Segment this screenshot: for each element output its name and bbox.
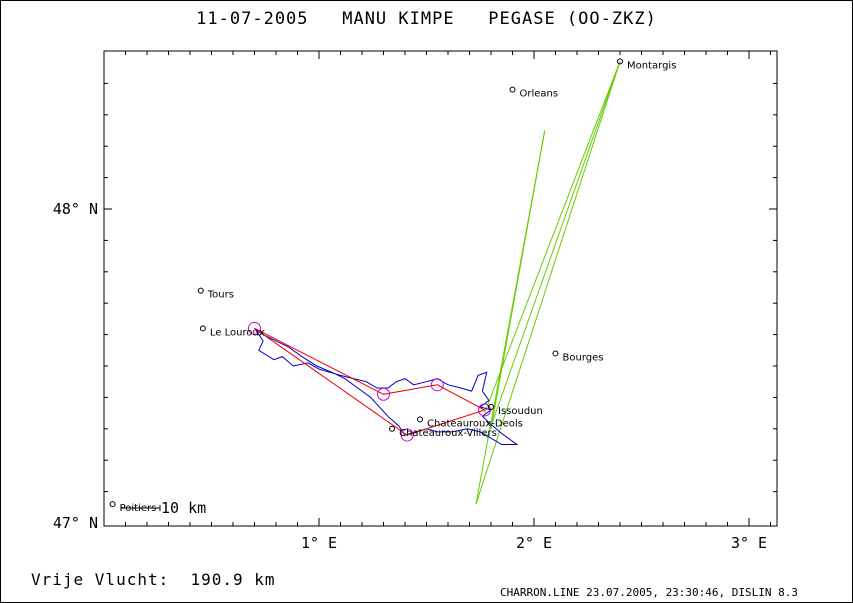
source-info: CHARRON.LINE 23.07.2005, 23:30:46, DISLI… xyxy=(500,586,799,599)
turnpoint-marker xyxy=(400,428,414,442)
city-marker xyxy=(109,501,116,508)
glide-line xyxy=(484,61,621,414)
plot-frame xyxy=(103,50,778,527)
city-marker xyxy=(199,325,206,332)
turnpoint-marker xyxy=(248,321,261,335)
y-tick-label: 48° N xyxy=(53,200,98,218)
distance-value: 190.9 km xyxy=(190,570,276,589)
glide-lines xyxy=(475,61,621,505)
task-route xyxy=(254,327,486,436)
turnpoint-marker xyxy=(478,403,492,417)
glide-line xyxy=(490,130,546,429)
city-label: Bourges xyxy=(563,352,604,363)
turnpoints xyxy=(248,321,492,442)
city-label: Montargis xyxy=(627,60,676,71)
city-marker xyxy=(509,86,516,93)
glide-line xyxy=(475,61,621,505)
city-label: Issoudun xyxy=(498,406,543,417)
y-tick-label: 47° N xyxy=(53,514,98,532)
scale-bar-label: 10 km xyxy=(161,499,206,517)
city-marker xyxy=(617,58,623,65)
map-title: 11-07-2005 MANU KIMPE PEGASE (OO-ZKZ) xyxy=(196,9,657,29)
city-marker xyxy=(488,403,494,410)
city-label: Le Louroux xyxy=(210,327,265,338)
turnpoint-marker xyxy=(377,387,390,401)
y-axis-labels: 47° N 48° N xyxy=(53,200,98,532)
distance-label: Vrije Vlucht: xyxy=(31,570,170,589)
x-tick-label: 3° E xyxy=(731,534,767,552)
cities: Montargis Orleans Tours Le Louroux Bourges Is… xyxy=(109,58,676,514)
glide-line xyxy=(486,61,621,439)
city-label: Tours xyxy=(207,290,234,301)
route-line xyxy=(254,327,486,436)
city-marker xyxy=(417,416,424,423)
city-marker xyxy=(552,350,559,357)
turnpoint-marker xyxy=(430,378,444,392)
scale-bar: 10 km xyxy=(120,499,206,517)
city-marker xyxy=(389,425,396,432)
city-label: Poitiers xyxy=(120,503,157,514)
free-flight-distance: Vrije Vlucht: 190.9 km xyxy=(31,572,276,588)
x-axis-labels: 1° E 2° E 3° E xyxy=(301,534,767,552)
city-marker xyxy=(197,287,204,294)
x-tick-label: 1° E xyxy=(301,534,337,552)
city-label: Chateauroux-Deols xyxy=(427,418,523,429)
axis-ticks xyxy=(104,51,777,526)
city-label: Chateauroux-Villers xyxy=(399,428,497,439)
x-tick-label: 2° E xyxy=(516,534,552,552)
city-label: Orleans xyxy=(520,89,559,100)
